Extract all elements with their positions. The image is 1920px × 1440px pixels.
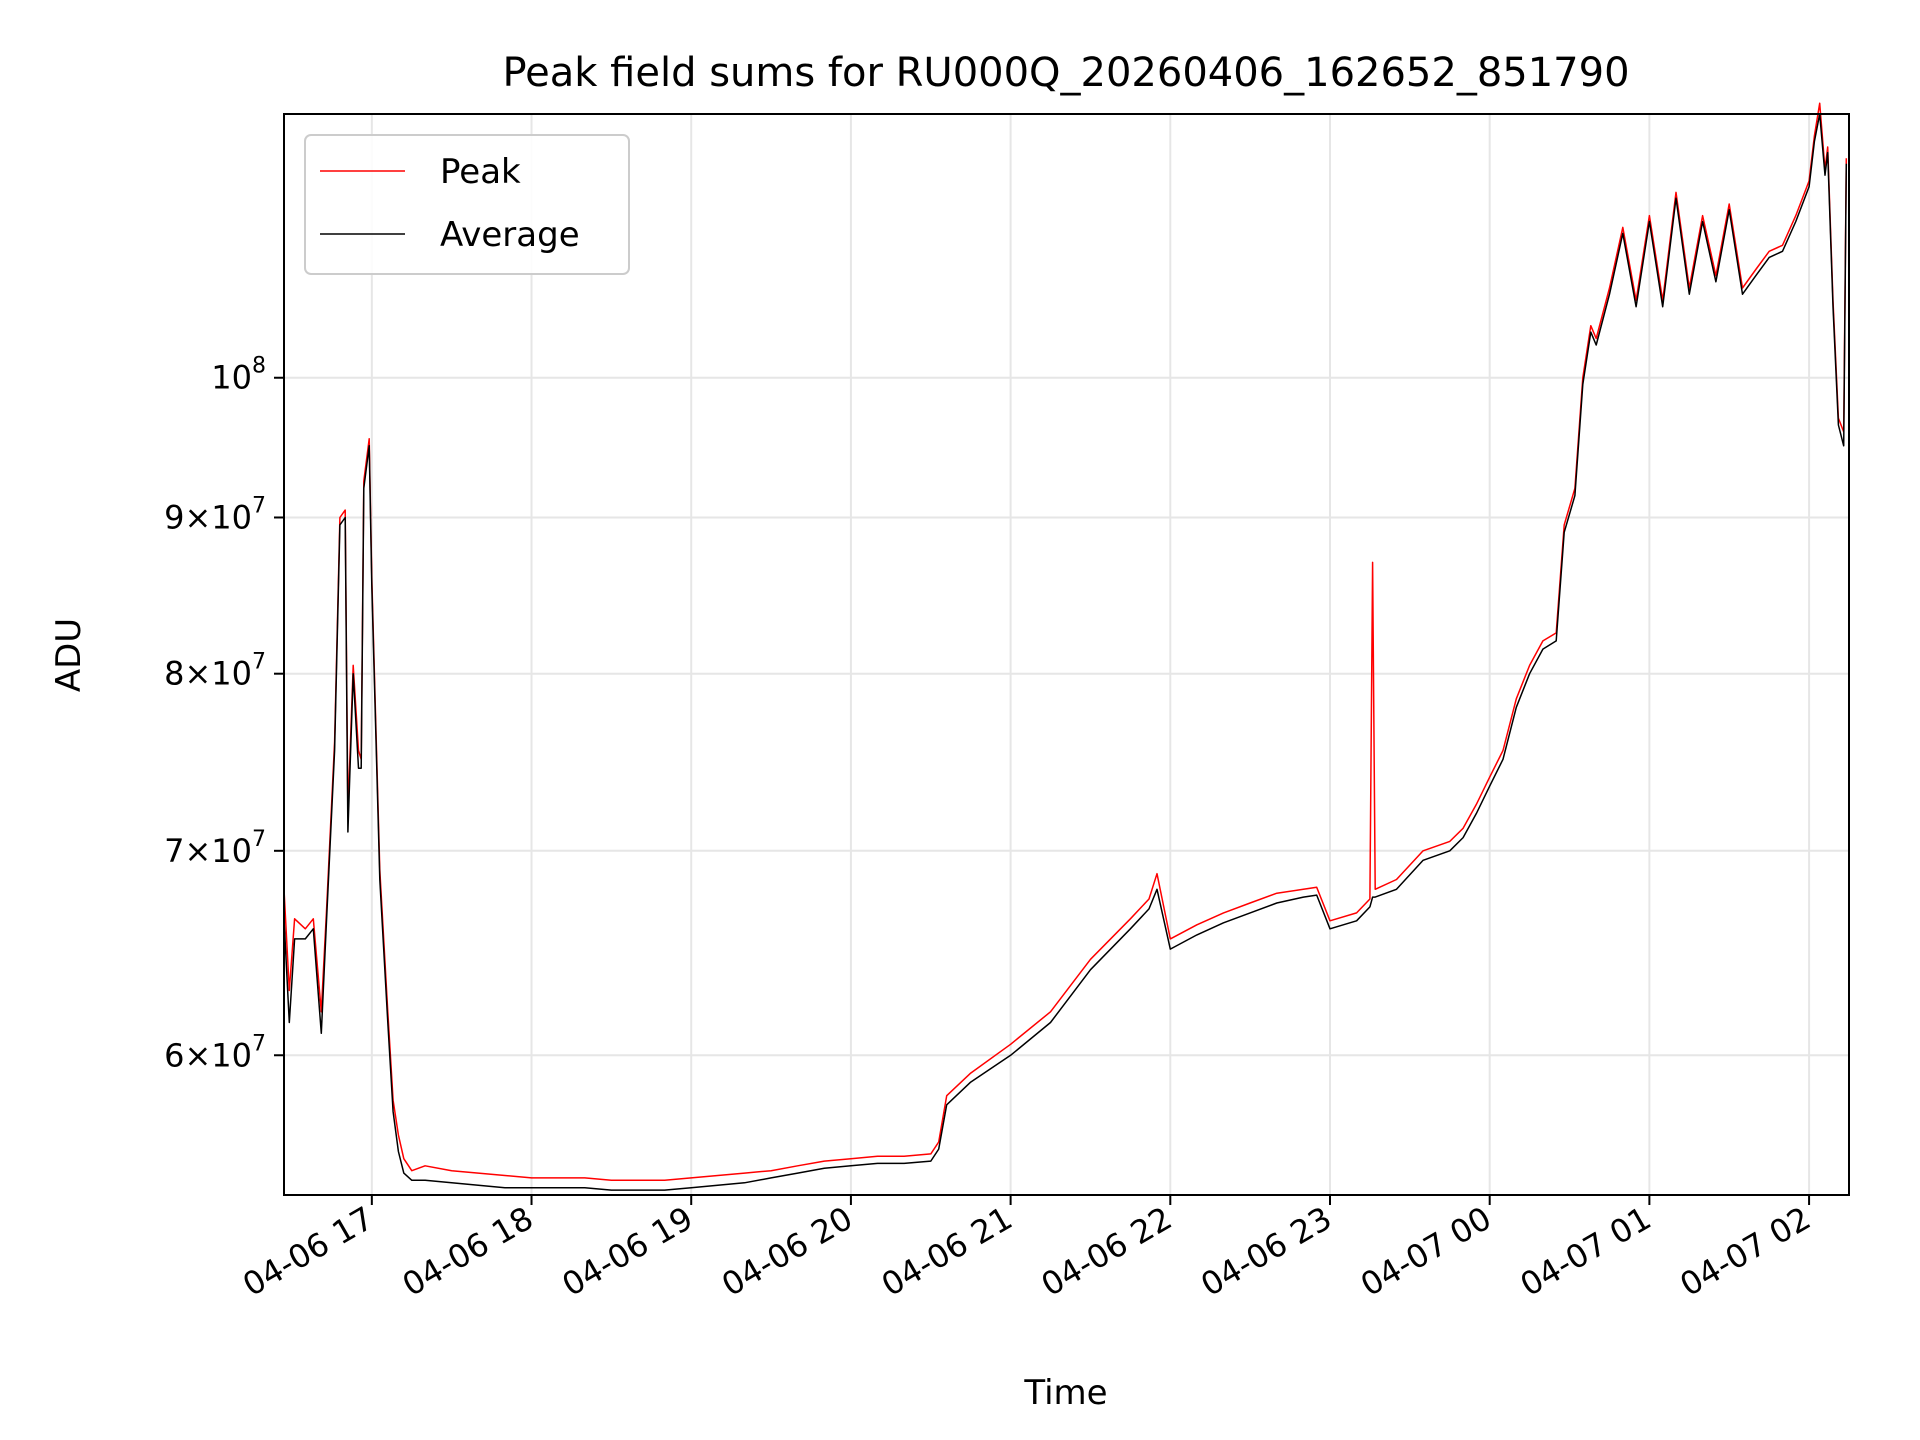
y-tick-label: 7×107 <box>164 827 266 870</box>
series-line-average <box>283 113 1848 1191</box>
legend-label-average: Average <box>440 215 580 255</box>
grid-lines <box>284 114 1849 1195</box>
x-tick-label: 04-07 02 <box>1673 1199 1817 1304</box>
x-tick-label: 04-06 19 <box>556 1199 700 1304</box>
y-tick-label: 108 <box>211 354 266 397</box>
x-axis-label: Time <box>1023 1373 1107 1413</box>
x-tick-label: 04-07 00 <box>1354 1199 1498 1304</box>
x-tick-label: 04-06 18 <box>396 1199 540 1304</box>
y-axis-ticks: 6×107 7×107 8×107 9×107 108 <box>164 354 284 1074</box>
x-tick-label: 04-07 01 <box>1514 1199 1658 1304</box>
y-tick-label: 6×107 <box>164 1031 266 1074</box>
legend-label-peak: Peak <box>440 152 521 192</box>
x-tick-label: 04-06 17 <box>236 1199 380 1304</box>
plot-area-frame <box>283 113 1850 1196</box>
series-lines <box>283 102 1848 1191</box>
legend-box <box>304 134 630 275</box>
y-tick-label: 9×107 <box>164 493 266 536</box>
x-tick-label: 04-06 20 <box>715 1199 859 1304</box>
legend: Peak Average <box>304 134 630 275</box>
x-tick-label: 04-06 22 <box>1035 1199 1179 1304</box>
x-axis-ticks: 04-06 17 04-06 18 04-06 19 04-06 20 04-06 21… <box>236 1195 1817 1304</box>
chart-title: Peak field sums for RU000Q_20260406_1626… <box>502 50 1629 96</box>
x-tick-label: 04-06 21 <box>875 1199 1019 1304</box>
y-tick-label: 8×107 <box>164 650 266 693</box>
x-tick-label: 04-06 23 <box>1194 1199 1338 1304</box>
y-axis-label: ADU <box>49 618 89 692</box>
